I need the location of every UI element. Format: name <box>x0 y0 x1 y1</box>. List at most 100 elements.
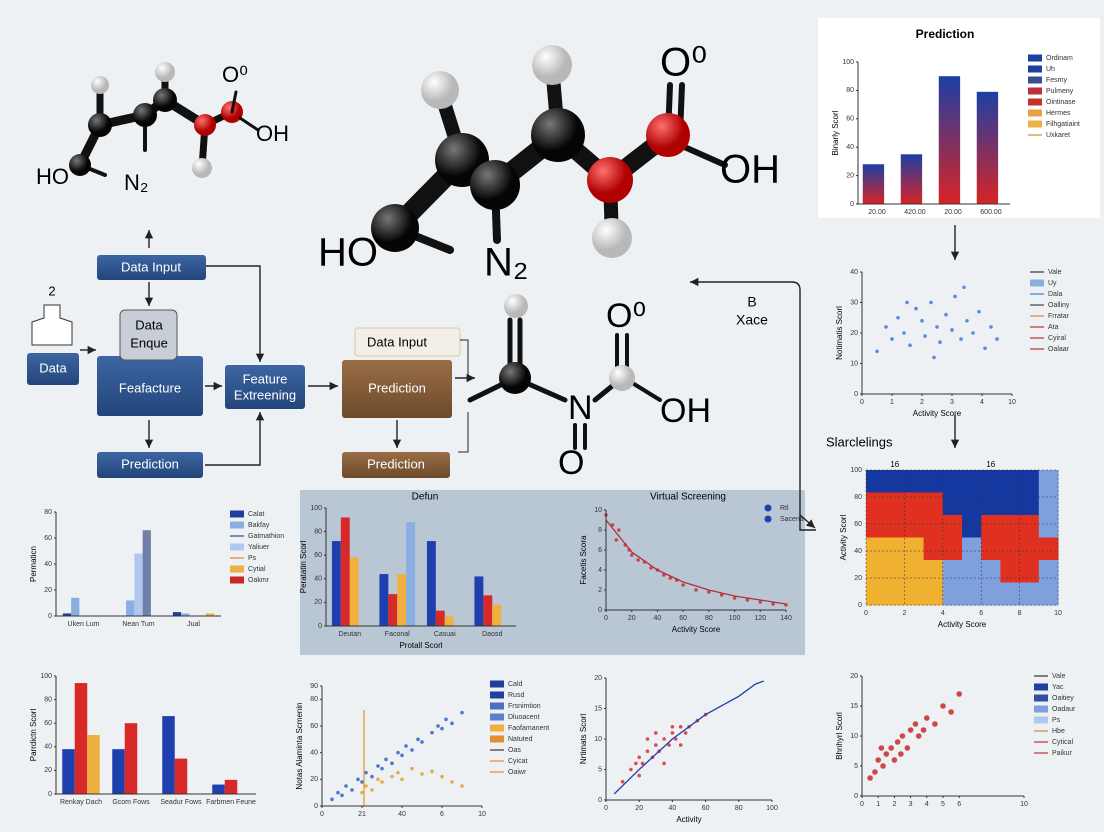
y-axis-label: Nrtimats Scorl <box>579 714 588 764</box>
legend-label: Dluoacent <box>508 714 540 721</box>
molecule: N O⁰ OH O <box>467 294 711 482</box>
flow-node <box>27 353 79 385</box>
legend-label: Calat <box>248 511 264 518</box>
y-tick-label: 80 <box>310 696 318 703</box>
x-tick-label: 21 <box>358 811 366 818</box>
x-axis-label: Activity Score <box>672 625 721 634</box>
point <box>637 773 641 778</box>
legend-label: Uy <box>1048 280 1057 287</box>
point <box>380 766 384 771</box>
legend-label: Oaiwr <box>508 769 527 776</box>
heat-cell <box>1038 470 1059 493</box>
y-tick-label: 40 <box>314 576 322 583</box>
point <box>670 725 675 729</box>
x-tick-label: 20 <box>635 805 643 812</box>
point <box>673 737 678 741</box>
y-tick-label: 0 <box>858 602 862 609</box>
point <box>620 779 625 784</box>
x-tick-label: 80 <box>705 615 713 622</box>
point <box>376 777 380 782</box>
y-tick-label: 60 <box>854 521 862 528</box>
point <box>965 319 969 323</box>
flow-node <box>97 452 203 478</box>
x-tick-label: 2 <box>902 610 906 617</box>
flow-node <box>119 309 178 361</box>
y-tick-label: 0 <box>850 201 854 208</box>
legend-label: Uh <box>1046 66 1055 73</box>
y-axis-label: Binarly Scorl <box>831 110 840 155</box>
bar <box>492 604 502 626</box>
legend-swatch <box>1028 65 1042 73</box>
legend-label: Dala <box>1048 291 1063 298</box>
legend-label: Ps <box>1052 717 1061 724</box>
y-tick-label: 0 <box>48 791 52 798</box>
heat-cell <box>942 492 963 516</box>
legend-label: Fesmy <box>1046 77 1068 84</box>
x-tick-label: Faconal <box>385 631 410 638</box>
x-tick-label: 60 <box>702 805 710 812</box>
point <box>899 733 906 739</box>
point <box>400 753 404 758</box>
point <box>420 740 424 744</box>
heat-cell <box>981 515 1001 538</box>
molecule: HO N₂ O⁰ OH <box>36 62 289 195</box>
heat-cell <box>866 492 886 516</box>
legend-swatch <box>490 691 504 699</box>
y-tick-label: 100 <box>310 505 322 512</box>
y-tick-label: 100 <box>842 59 854 66</box>
node-label: Data Input <box>367 334 427 349</box>
point <box>681 583 685 587</box>
heat-cell <box>942 582 963 606</box>
point <box>670 731 675 735</box>
x-axis-label: Activity <box>676 815 701 824</box>
y-tick-label: 10 <box>594 507 602 514</box>
x-tick-label: 10 <box>1020 801 1028 808</box>
x-tick-label: 60 <box>679 615 687 622</box>
y-tick-label: 0 <box>598 607 602 614</box>
legend-label: Vale <box>1052 673 1066 680</box>
y-tick-label: 5 <box>854 763 858 770</box>
point <box>707 590 711 594</box>
legend-label: Cyicat <box>508 758 528 765</box>
heat-cell <box>904 470 925 493</box>
point <box>360 780 364 784</box>
point <box>336 790 340 795</box>
atom-label: HO <box>318 231 378 275</box>
heat-cell <box>1019 492 1040 516</box>
y-tick-label: 20 <box>854 575 862 582</box>
point <box>450 721 454 726</box>
bar <box>126 600 135 616</box>
heat-cell <box>923 582 944 606</box>
heat-cell <box>962 582 982 606</box>
x-tick-label: 600.00 <box>980 209 1002 216</box>
heat-cell <box>1000 560 1021 583</box>
point <box>956 691 962 697</box>
x-tick-label: Seadur Fows <box>160 799 202 806</box>
atom-label: O <box>558 444 584 482</box>
legend-label: Ps <box>248 555 257 562</box>
y-tick-label: 30 <box>850 299 858 306</box>
heat-cell <box>981 582 1001 606</box>
y-tick-label: 0 <box>854 793 858 800</box>
bar <box>62 613 72 616</box>
legend-label: Hbe <box>1052 728 1065 735</box>
point <box>983 346 987 351</box>
point <box>364 770 368 775</box>
x-tick-label: 10 <box>1008 399 1016 406</box>
arrow <box>205 412 265 466</box>
heat-cell <box>923 470 944 493</box>
heat-cell <box>885 537 905 561</box>
atom-label: O⁰ <box>222 62 248 87</box>
point <box>436 724 440 728</box>
point <box>390 774 394 779</box>
heat-cell <box>904 582 925 606</box>
point <box>884 325 888 329</box>
x-tick-label: Casuai <box>434 631 456 638</box>
bar <box>174 758 188 794</box>
legend-label: Ata <box>1048 324 1059 331</box>
point <box>908 343 912 348</box>
point <box>959 337 963 341</box>
bar <box>862 164 885 204</box>
legend-label: Gatmathion <box>248 533 284 540</box>
heat-cell <box>904 560 925 583</box>
